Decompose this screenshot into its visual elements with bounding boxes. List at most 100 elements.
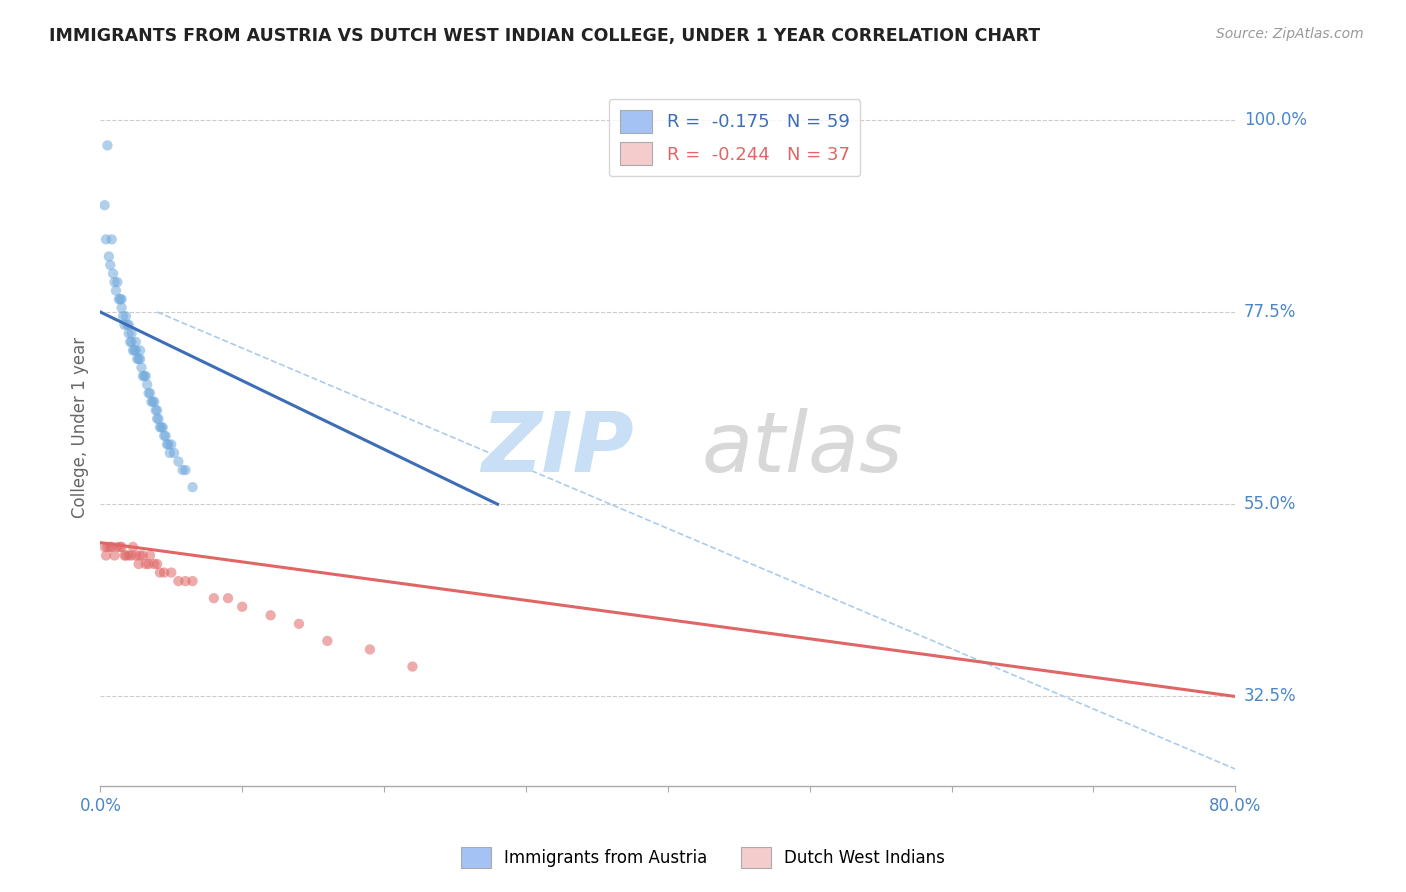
Point — [108, 540, 131, 554]
Point — [100, 232, 122, 246]
Point — [111, 292, 134, 306]
Point — [114, 549, 136, 563]
Point — [259, 608, 281, 623]
Point — [359, 642, 381, 657]
Point — [118, 326, 141, 341]
Point — [132, 369, 155, 384]
Point — [138, 386, 160, 401]
Point — [135, 369, 157, 384]
Point — [111, 540, 134, 554]
Point — [146, 403, 169, 417]
Point — [153, 429, 176, 443]
Text: ZIP: ZIP — [481, 409, 634, 490]
Point — [129, 351, 152, 366]
Point — [124, 343, 146, 358]
Point — [139, 386, 162, 401]
Point — [143, 557, 166, 571]
Point — [316, 634, 339, 648]
Point — [167, 574, 190, 588]
Point — [107, 292, 129, 306]
Text: IMMIGRANTS FROM AUSTRIA VS DUTCH WEST INDIAN COLLEGE, UNDER 1 YEAR CORRELATION C: IMMIGRANTS FROM AUSTRIA VS DUTCH WEST IN… — [49, 27, 1040, 45]
Point — [129, 549, 152, 563]
Point — [149, 420, 172, 434]
Point — [96, 540, 118, 554]
Point — [143, 394, 166, 409]
Point — [115, 310, 138, 324]
Point — [156, 437, 179, 451]
Point — [98, 540, 121, 554]
Point — [163, 446, 186, 460]
Point — [134, 369, 156, 384]
Point — [174, 574, 197, 588]
Point — [146, 557, 169, 571]
Point — [94, 232, 117, 246]
Point — [125, 549, 148, 563]
Legend: R =  -0.175   N = 59, R =  -0.244   N = 37: R = -0.175 N = 59, R = -0.244 N = 37 — [609, 99, 860, 177]
Point — [146, 411, 169, 425]
Point — [127, 351, 149, 366]
Point — [103, 549, 125, 563]
Text: atlas: atlas — [702, 409, 904, 490]
Point — [174, 463, 197, 477]
Point — [217, 591, 239, 606]
Point — [288, 616, 311, 631]
Point — [138, 557, 160, 571]
Text: 100.0%: 100.0% — [1244, 111, 1306, 128]
Point — [103, 275, 125, 289]
Legend: Immigrants from Austria, Dutch West Indians: Immigrants from Austria, Dutch West Indi… — [454, 840, 952, 875]
Point — [159, 446, 181, 460]
Point — [98, 258, 121, 272]
Point — [145, 403, 167, 417]
Point — [160, 566, 183, 580]
Y-axis label: College, Under 1 year: College, Under 1 year — [72, 337, 89, 518]
Point — [167, 454, 190, 468]
Point — [111, 301, 134, 315]
Point — [148, 411, 170, 425]
Point — [160, 437, 183, 451]
Point — [96, 138, 118, 153]
Point — [157, 437, 180, 451]
Point — [101, 267, 124, 281]
Text: 55.0%: 55.0% — [1244, 495, 1296, 513]
Point — [202, 591, 225, 606]
Point — [231, 599, 253, 614]
Point — [108, 292, 131, 306]
Point — [131, 360, 153, 375]
Point — [122, 540, 145, 554]
Point — [125, 334, 148, 349]
Point — [153, 566, 176, 580]
Point — [112, 310, 135, 324]
Point — [150, 420, 173, 434]
Point — [121, 326, 143, 341]
Point — [136, 377, 159, 392]
Point — [120, 334, 142, 349]
Point — [105, 275, 128, 289]
Point — [181, 574, 204, 588]
Point — [401, 659, 423, 673]
Point — [97, 250, 120, 264]
Point — [121, 334, 143, 349]
Point — [129, 343, 152, 358]
Text: Source: ZipAtlas.com: Source: ZipAtlas.com — [1216, 27, 1364, 41]
Point — [100, 540, 122, 554]
Point — [149, 566, 172, 580]
Point — [118, 549, 141, 563]
Point — [118, 318, 141, 332]
Point — [128, 557, 150, 571]
Point — [139, 549, 162, 563]
Point — [132, 549, 155, 563]
Point — [152, 420, 174, 434]
Point — [172, 463, 194, 477]
Point — [105, 540, 128, 554]
Point — [117, 318, 139, 332]
Point — [135, 557, 157, 571]
Point — [93, 198, 115, 212]
Text: 32.5%: 32.5% — [1244, 688, 1296, 706]
Point — [181, 480, 204, 494]
Point — [93, 540, 115, 554]
Point — [104, 284, 127, 298]
Point — [115, 549, 138, 563]
Point — [142, 394, 165, 409]
Text: 77.5%: 77.5% — [1244, 303, 1296, 321]
Point — [128, 351, 150, 366]
